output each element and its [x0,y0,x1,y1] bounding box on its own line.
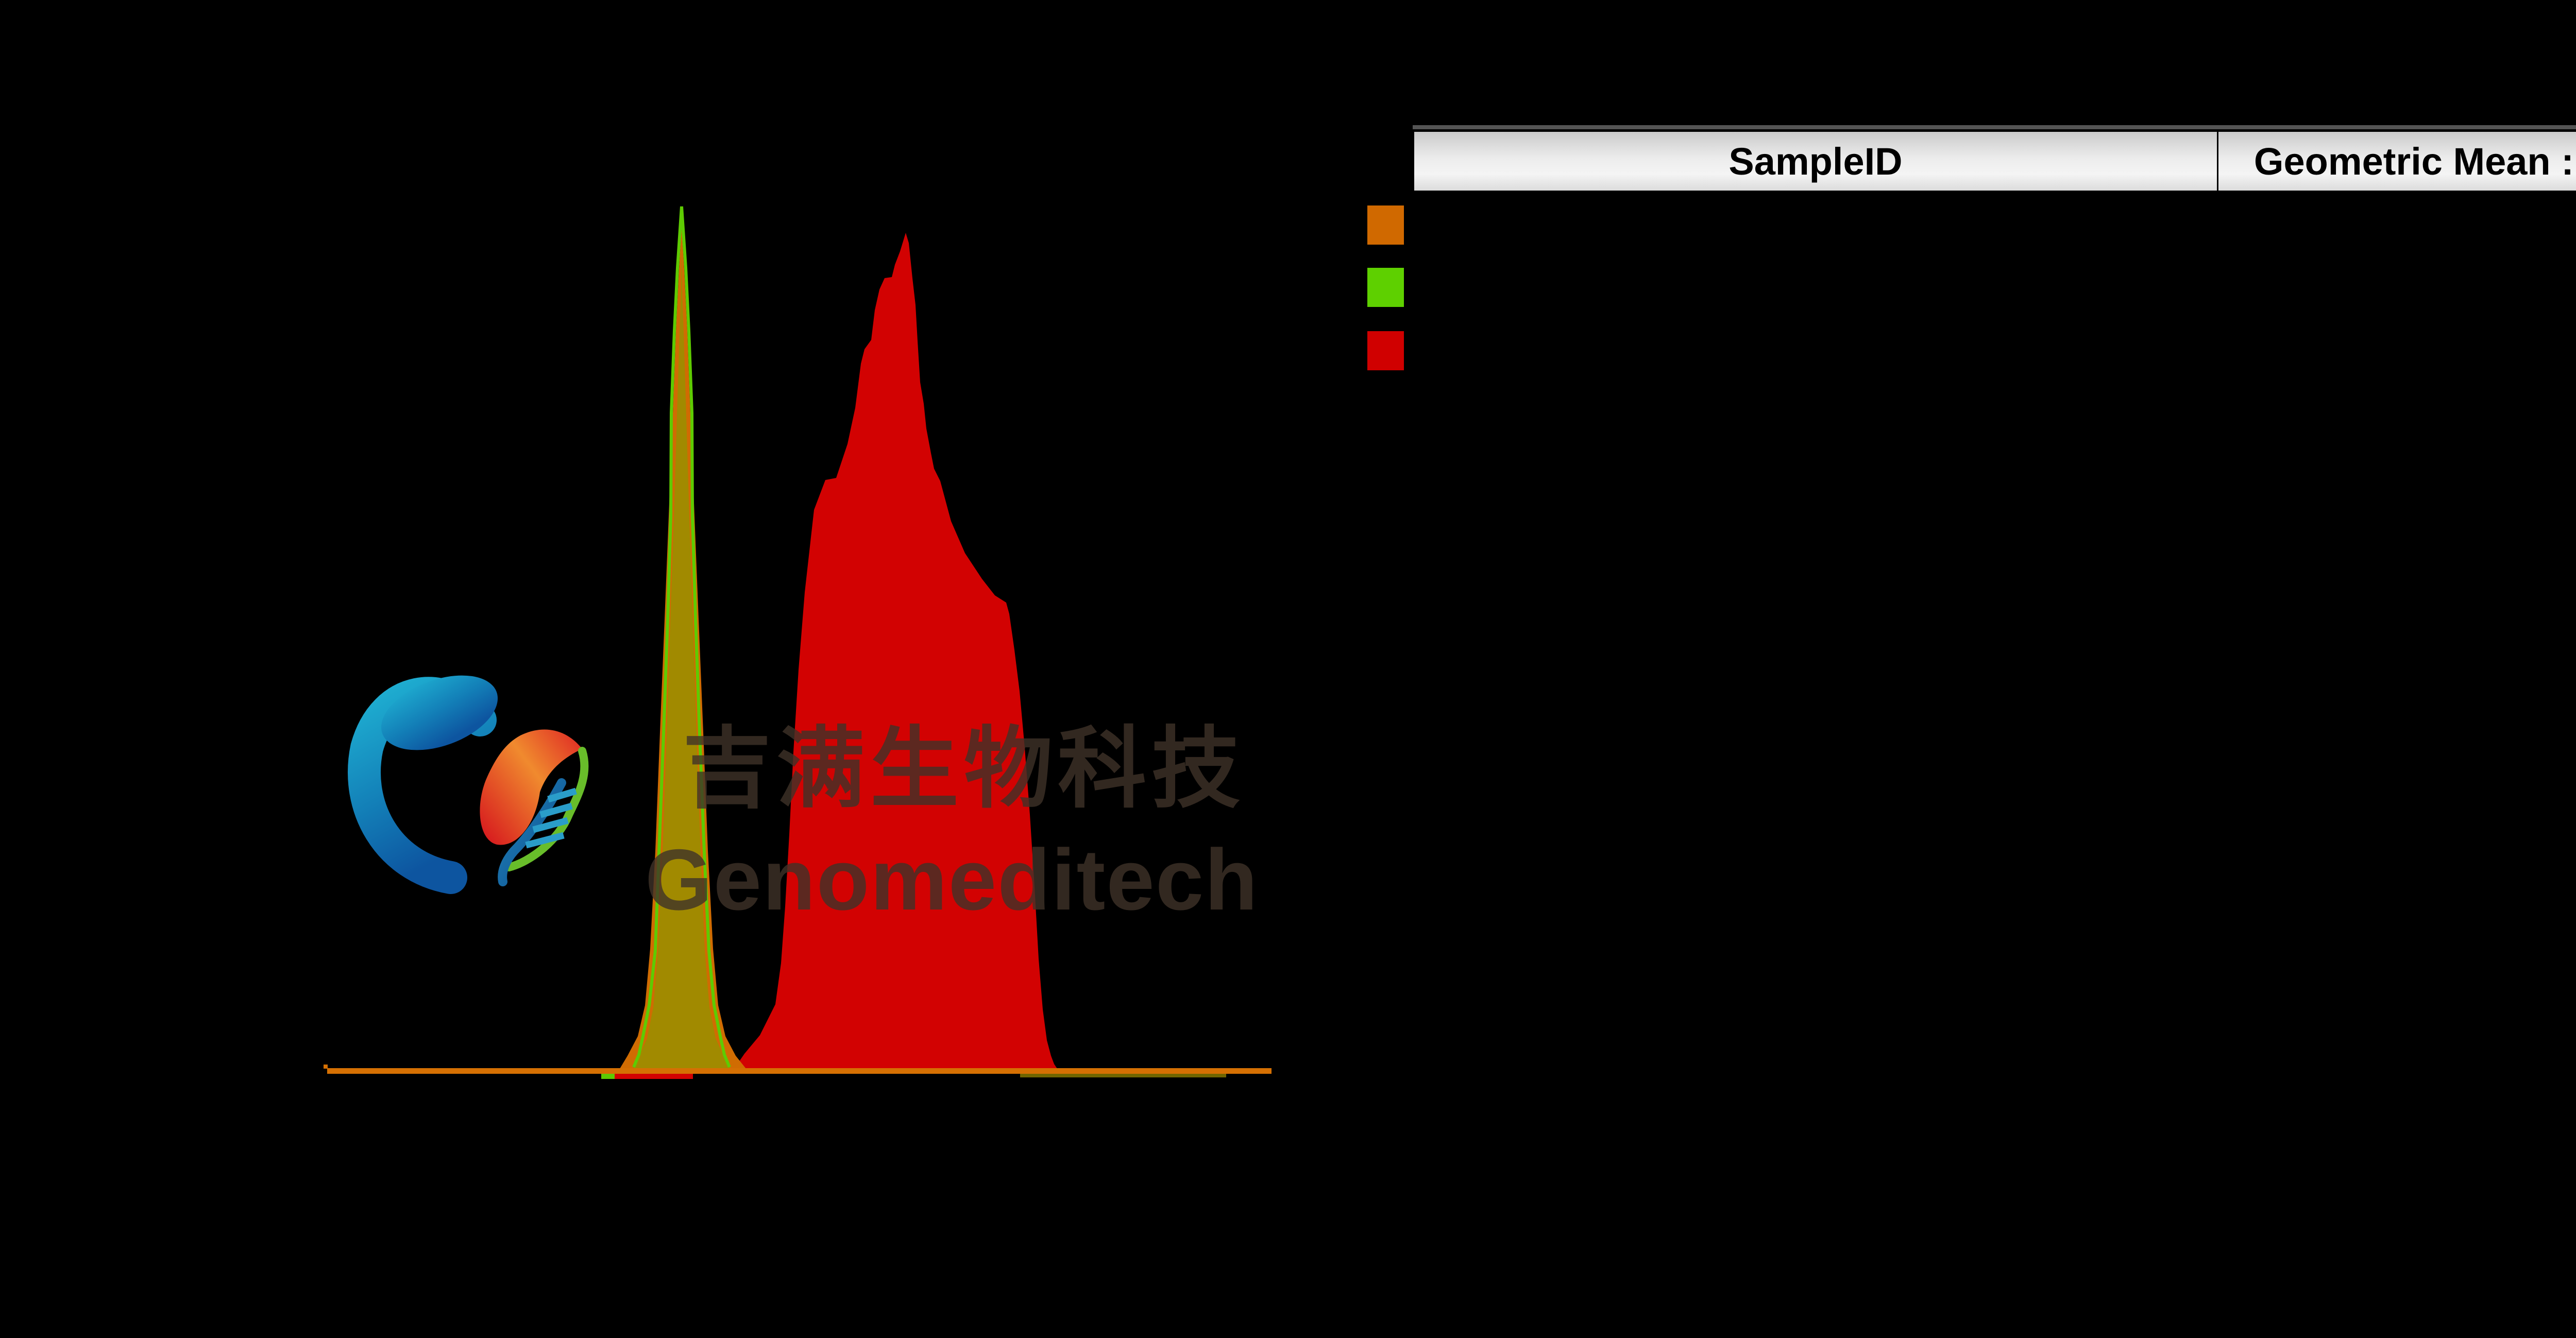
column-header-sampleid: SampleID [1413,130,2218,192]
logo-flame [480,729,582,845]
legend-swatch-green [1367,268,1404,307]
overlap-olive-area [633,253,730,1069]
results-table: SampleID Geometric Mean : FL11-H [1413,125,2576,192]
under-baseline-red-strip [615,1074,693,1079]
table-header-row: SampleID Geometric Mean : FL11-H [1413,130,2576,192]
red-histogram-area [734,233,1057,1069]
logo-green-leaf [505,747,589,871]
logo-dna-rungs [525,787,577,849]
watermark-chinese-text: 吉满生物科技 [683,717,1245,820]
watermark-english-text: Genomeditech [645,831,1259,928]
x-baseline-left-tick [324,1065,328,1069]
column-header-geometric-mean: Geometric Mean : FL11-H [2218,130,2576,192]
under-baseline-green-strip [601,1074,615,1079]
logo-dna-strand [498,778,566,886]
legend-swatch-orange [1367,205,1404,245]
legend-swatch-red [1367,331,1404,370]
logo-blue-swirl [348,675,498,894]
green-histogram-outline [632,206,731,1068]
genomeditech-logo-icon [348,675,589,894]
x-baseline [327,1068,1272,1074]
under-baseline-olive-strip [1020,1074,1226,1077]
table-top-rule [1413,125,2576,129]
